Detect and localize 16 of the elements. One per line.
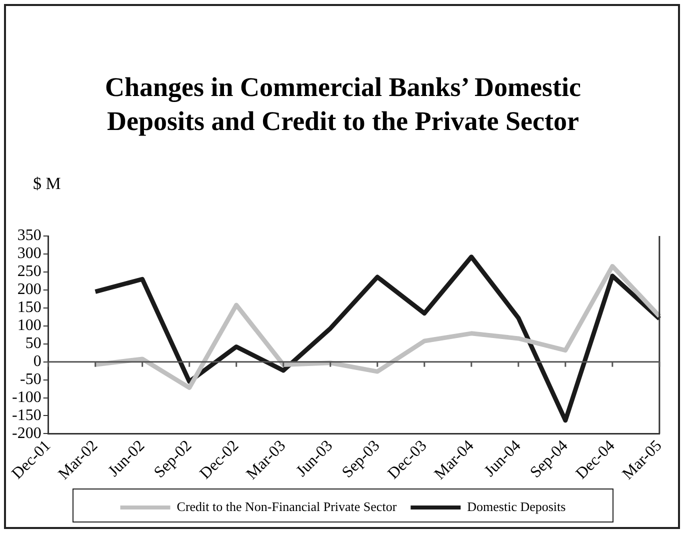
y-tick-label: -200 (12, 424, 42, 442)
y-axis-title: $ M (33, 174, 61, 194)
y-tick-label: 100 (17, 317, 42, 334)
y-tick-label: 150 (17, 299, 42, 316)
y-tick-label: -150 (12, 406, 42, 424)
y-tick-label: -50 (20, 371, 42, 388)
legend-label: Credit to the Non-Financial Private Sector (176, 498, 398, 514)
y-tick-label: 300 (17, 245, 42, 262)
y-tick-label: 350 (17, 227, 42, 244)
chart-title: Changes in Commercial Banks’ Domestic Deposits and Credit to the Private Sector (104, 71, 582, 138)
y-tick-label: 250 (17, 263, 42, 280)
y-tick-label: -100 (12, 388, 42, 406)
y-tick-label: 0 (33, 353, 42, 370)
legend-label: Domestic Deposits (467, 498, 566, 514)
y-tick-label: 200 (17, 281, 42, 298)
y-tick-label: 50 (25, 335, 42, 352)
